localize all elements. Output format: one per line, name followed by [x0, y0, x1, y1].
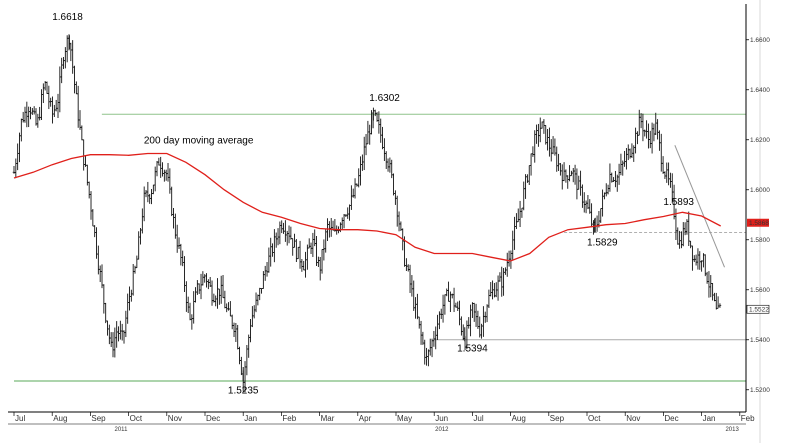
- x-tick-label: Jan: [703, 414, 716, 423]
- y-tick-label: 1.5200: [750, 387, 770, 394]
- price-marker-box: [746, 304, 770, 314]
- x-tick-label: Nov: [168, 414, 182, 423]
- x-tick-label: Oct: [130, 414, 143, 423]
- chart-annotation: 1.6302: [369, 93, 400, 104]
- x-year-label: 2011: [115, 427, 129, 433]
- x-tick-label: May: [397, 414, 412, 423]
- ohlc-price-bars: [12, 34, 722, 393]
- chart-annotation: 1.6618: [52, 12, 83, 23]
- y-tick-label: 1.6400: [750, 87, 770, 94]
- x-tick-label: Oct: [588, 414, 601, 423]
- price-marker-label: 1.5522: [749, 307, 769, 314]
- moving-average-path: [13, 152, 722, 262]
- x-tick-label: Dec: [664, 414, 678, 423]
- chart-annotation: 1.5235: [228, 385, 259, 396]
- chart-annotation: 1.5829: [587, 237, 618, 248]
- price-marker-label: 1.5868: [749, 220, 769, 227]
- moving-average-line: [13, 152, 722, 262]
- x-tick-label: Aug: [53, 414, 67, 423]
- x-tick-label: Feb: [282, 414, 296, 423]
- x-tick-label: Sep: [91, 414, 106, 423]
- x-tick-label: Jul: [473, 414, 483, 423]
- x-tick-label: Jul: [15, 414, 25, 423]
- y-axis-ticks: 1.6600 1.6400 1.6200 1.6000 1.5800 1.5600 1.54…: [746, 37, 770, 394]
- x-tick-label: Mar: [321, 414, 335, 423]
- x-tick-label: Feb: [741, 414, 755, 423]
- y-tick-label: 1.6000: [750, 187, 770, 194]
- chart-annotation: 1.5394: [457, 344, 488, 355]
- x-tick-label: Sep: [550, 414, 565, 423]
- y-tick-label: 1.5400: [750, 337, 770, 344]
- x-axis-ticks: Jul Aug Sep Oct Nov Dec Jan Feb Mar Apr May Jun Jul A…: [13, 412, 755, 433]
- y-tick-label: 1.6600: [750, 37, 770, 44]
- price-markers: 1.5868 1.5522: [746, 218, 770, 314]
- chart-annotation: 1.5893: [663, 197, 694, 208]
- x-year-label: 2012: [435, 427, 449, 433]
- chart-annotation: 200 day moving average: [144, 136, 254, 147]
- price-bar: [718, 303, 722, 308]
- x-year-label: 2013: [725, 427, 739, 433]
- y-tick-label: 1.5800: [750, 237, 770, 244]
- trendline: [674, 145, 725, 268]
- x-tick-label: Nov: [626, 414, 640, 423]
- y-tick-label: 1.5600: [750, 287, 770, 294]
- x-tick-label: Jun: [435, 414, 448, 423]
- price-marker-box: [747, 218, 769, 227]
- y-tick-label: 1.6200: [750, 137, 770, 144]
- x-tick-label: Aug: [512, 414, 526, 423]
- x-tick-label: Dec: [206, 414, 220, 423]
- chart-annotations: 1.6618 1.6302 200 day moving average 1.5893…: [52, 12, 694, 397]
- x-tick-label: Jan: [244, 414, 257, 423]
- x-tick-label: Apr: [359, 414, 372, 423]
